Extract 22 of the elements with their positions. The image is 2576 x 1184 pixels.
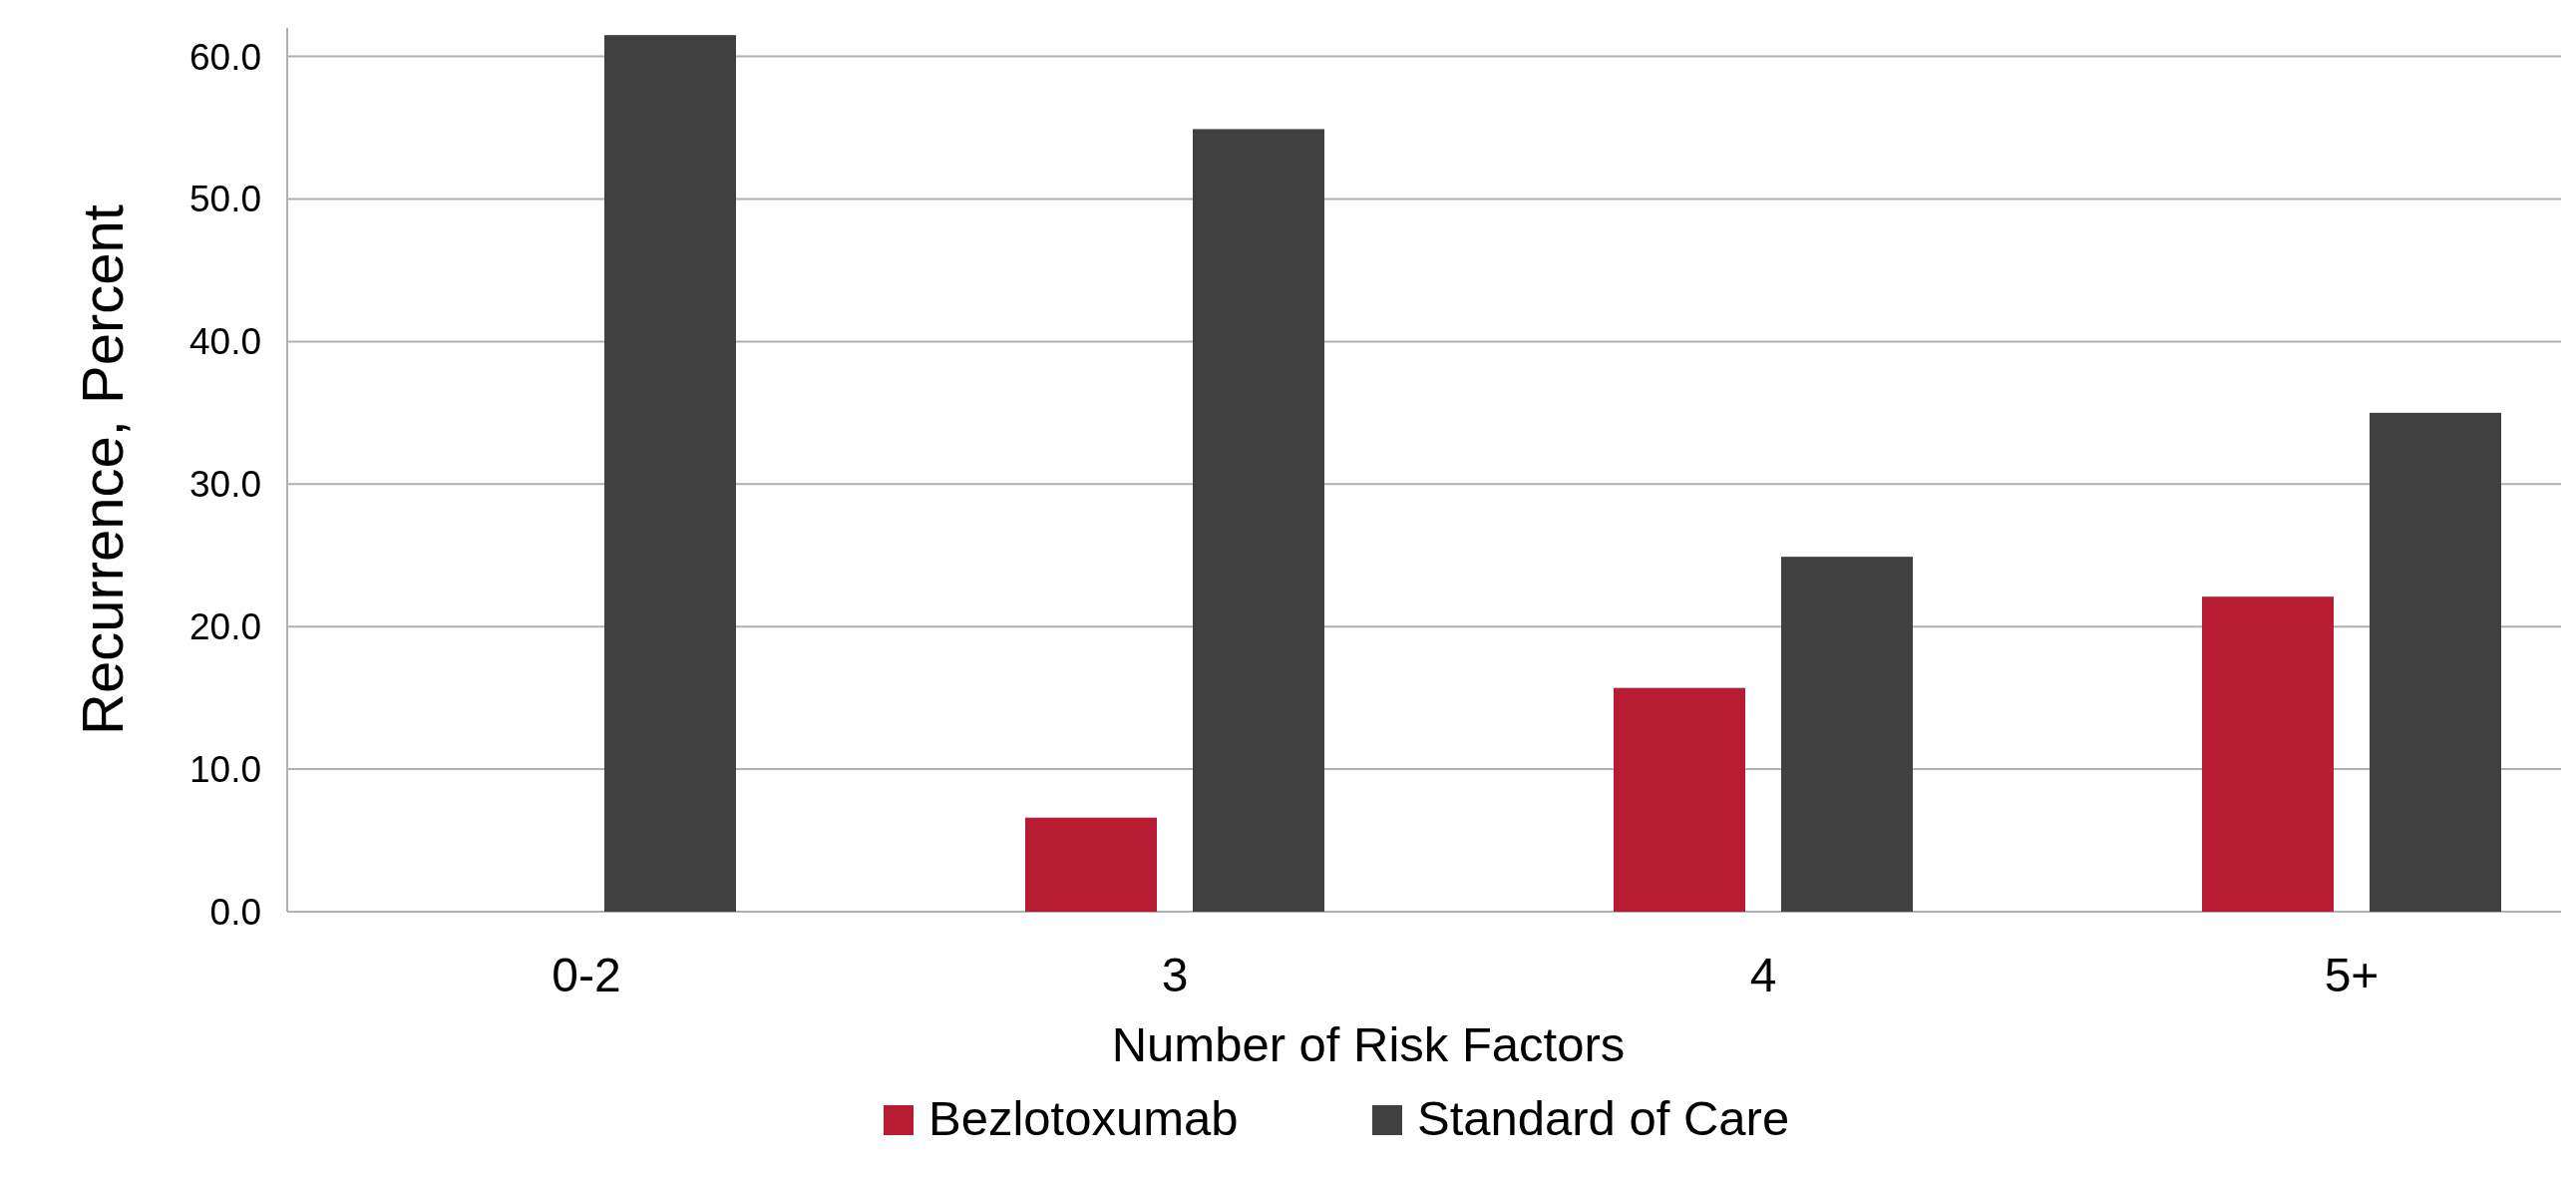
- legend-label: Standard of Care: [1417, 1091, 1790, 1145]
- bar: [2370, 412, 2501, 912]
- y-tick-label: 20.0: [188, 606, 261, 648]
- x-tick-label: 4: [1749, 949, 1777, 1001]
- bar: [2202, 596, 2334, 912]
- bar: [1193, 129, 1324, 912]
- bar: [1781, 557, 1913, 912]
- bar: [604, 35, 736, 912]
- y-tick-label: 0.0: [209, 891, 261, 933]
- x-tick-label: 0-2: [552, 949, 621, 1001]
- x-tick-label: 5+: [2324, 949, 2380, 1001]
- y-tick-label: 50.0: [188, 179, 261, 220]
- y-tick-label: 40.0: [188, 321, 261, 363]
- y-axis-title: Recurrence, Percent: [70, 204, 135, 735]
- bar: [1025, 817, 1157, 912]
- y-tick-label: 30.0: [188, 464, 261, 506]
- bar: [1614, 687, 1745, 912]
- y-tick-label: 10.0: [188, 749, 261, 791]
- legend-label: Bezlotoxumab: [928, 1091, 1239, 1145]
- x-tick-label: 3: [1161, 949, 1189, 1001]
- y-tick-label: 60.0: [188, 36, 261, 78]
- x-axis-title: Number of Risk Factors: [1111, 1017, 1626, 1071]
